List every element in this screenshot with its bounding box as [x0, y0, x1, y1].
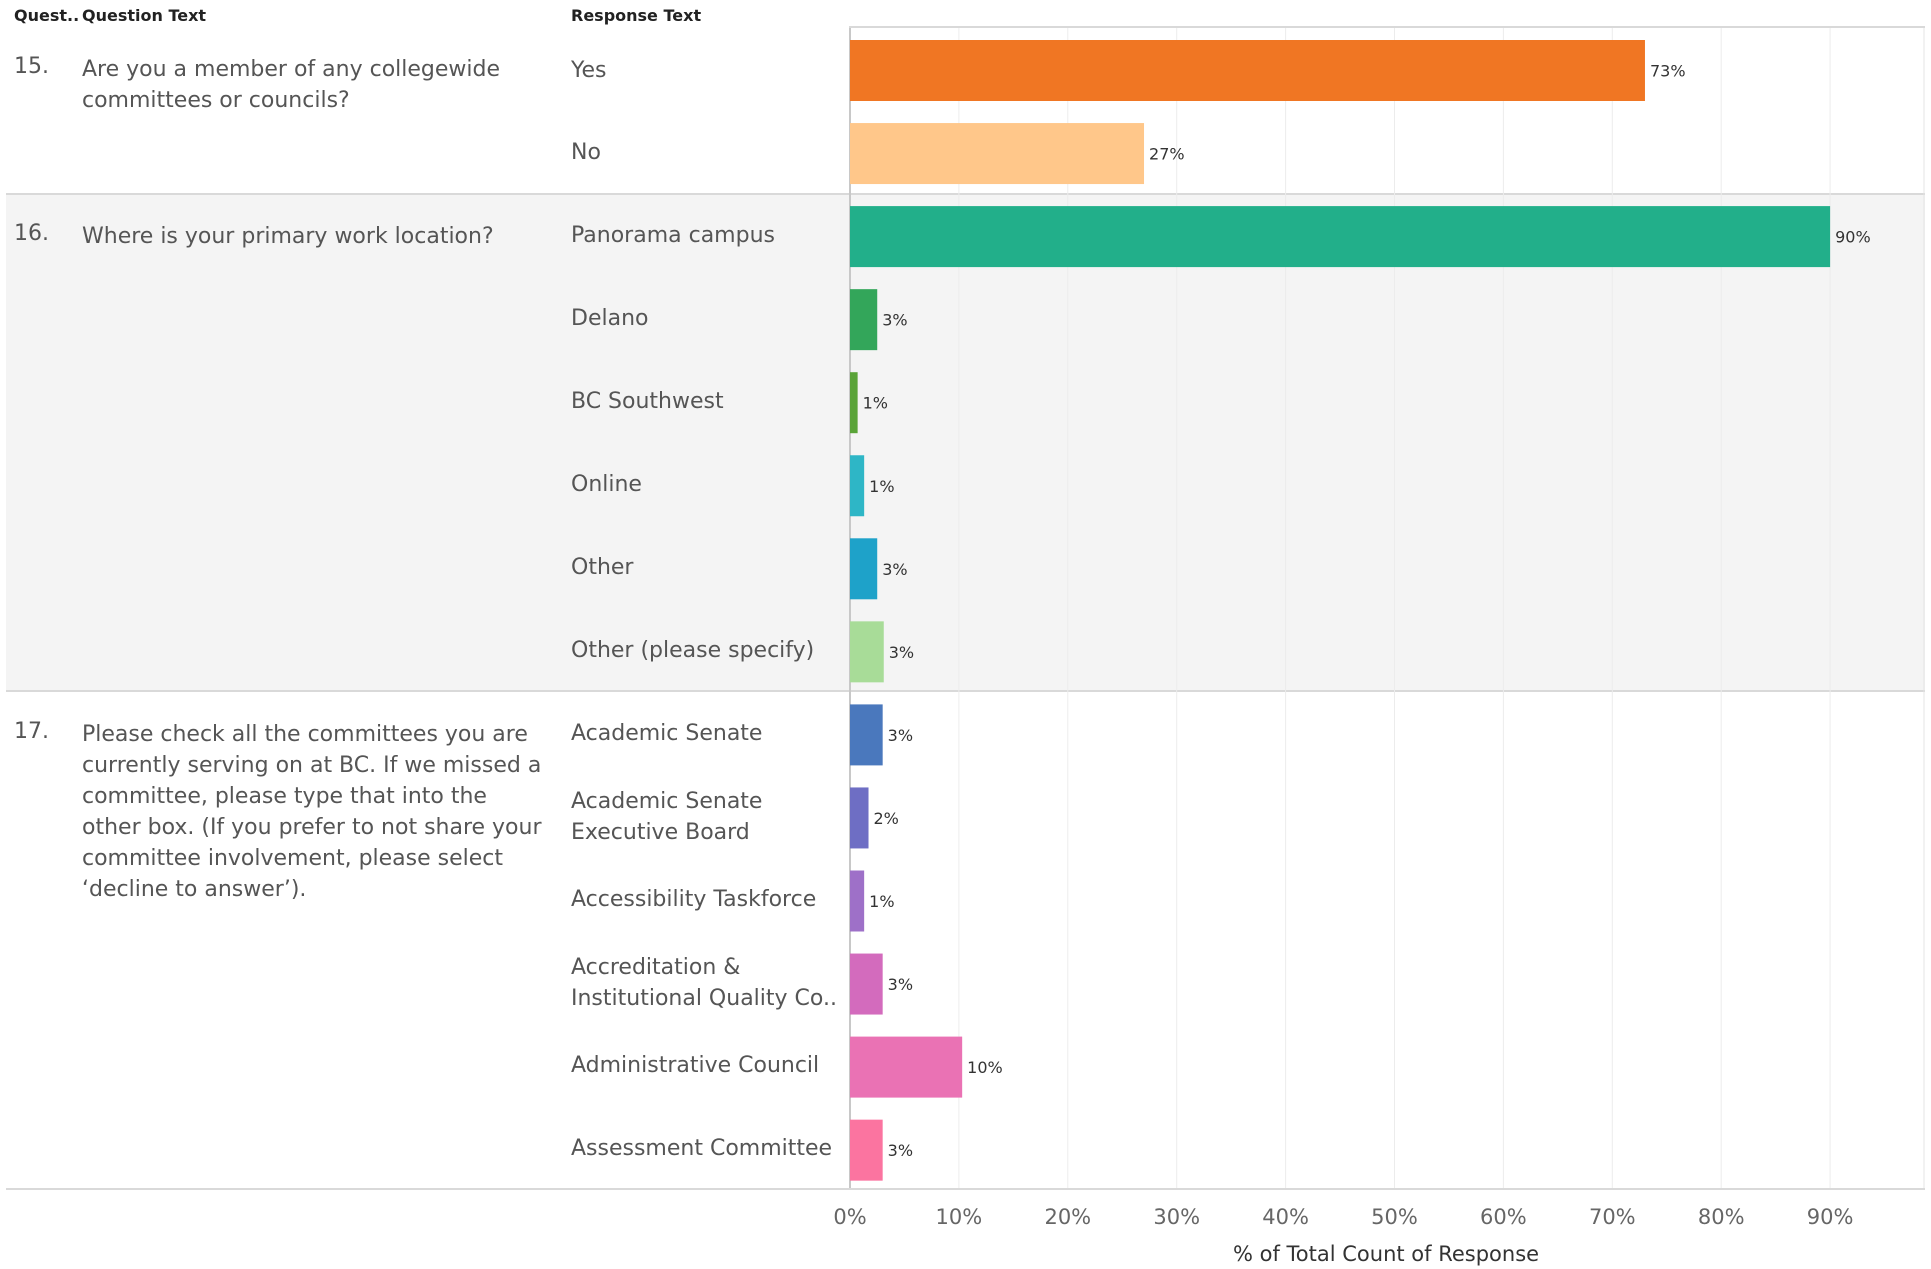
response-label: Online: [571, 472, 642, 497]
bar[interactable]: [850, 1119, 883, 1181]
bar[interactable]: [850, 372, 858, 434]
data-label: 1%: [863, 394, 888, 413]
data-label: 3%: [888, 975, 913, 994]
x-tick-label: 20%: [1044, 1205, 1091, 1229]
header-response-text: Response Text: [571, 6, 702, 25]
response-label: Delano: [571, 306, 649, 331]
response-label: Other: [571, 555, 634, 580]
data-label: 1%: [869, 892, 894, 911]
data-label: 27%: [1149, 145, 1185, 164]
header-question-text: Question Text: [82, 6, 207, 25]
bar[interactable]: [850, 787, 869, 849]
question-number-16: 16.: [14, 221, 49, 246]
x-tick-label: 90%: [1807, 1205, 1854, 1229]
question-text-16: Where is your primary work location?: [82, 224, 494, 249]
x-axis-title: % of Total Count of Response: [1233, 1242, 1540, 1266]
bar[interactable]: [850, 206, 1831, 268]
question-number-17: 17.: [14, 719, 49, 744]
bar[interactable]: [850, 455, 865, 517]
bar[interactable]: [850, 953, 883, 1015]
bottom-axis-line: [6, 1188, 1925, 1190]
response-label: Panorama campus: [571, 223, 775, 248]
bar[interactable]: [850, 1036, 963, 1098]
response-label: Academic Senate Executive Board: [571, 789, 763, 845]
question-text-17: Please check all the committees you are …: [82, 722, 542, 902]
x-tick-label: 60%: [1480, 1205, 1527, 1229]
x-tick-label: 50%: [1371, 1205, 1418, 1229]
data-label: 1%: [869, 477, 894, 496]
x-tick-label: 70%: [1589, 1205, 1636, 1229]
response-label: BC Southwest: [571, 389, 724, 414]
x-tick-label: 10%: [936, 1205, 983, 1229]
data-label: 3%: [888, 726, 913, 745]
response-label: Yes: [571, 58, 607, 83]
response-label: Other (please specify): [571, 638, 815, 663]
bar[interactable]: [850, 538, 878, 600]
top-divider: [849, 26, 1925, 28]
response-label: Administrative Council: [571, 1053, 820, 1078]
response-label: Assessment Committee: [571, 1136, 833, 1161]
bar[interactable]: [850, 621, 884, 683]
question-number-15: 15.: [14, 54, 49, 79]
data-label: 2%: [874, 809, 899, 828]
data-label: 10%: [967, 1058, 1003, 1077]
bar[interactable]: [850, 704, 883, 766]
group-16-background: [6, 194, 1925, 691]
bar[interactable]: [850, 123, 1145, 185]
group-divider-15-16: [6, 193, 1925, 195]
bar[interactable]: [850, 40, 1645, 101]
header-question-num: Quest..: [14, 6, 80, 25]
data-label: 3%: [889, 643, 914, 662]
response-label: Accessibility Taskforce: [571, 887, 817, 912]
bar[interactable]: [850, 870, 865, 932]
response-label: No: [571, 140, 601, 165]
response-label: Academic Senate: [571, 721, 763, 746]
x-tick-label: 80%: [1698, 1205, 1745, 1229]
data-label: 73%: [1650, 62, 1686, 81]
bar[interactable]: [850, 289, 878, 351]
question-text-15: Are you a member of any collegewide comm…: [82, 57, 501, 113]
x-tick-label: 40%: [1262, 1205, 1309, 1229]
group-divider-16-17: [6, 690, 1925, 692]
data-label: 3%: [882, 560, 907, 579]
response-label: Accreditation & Institutional Quality Co…: [571, 955, 837, 1011]
x-tick-label: 0%: [833, 1205, 866, 1229]
data-label: 3%: [888, 1141, 913, 1160]
data-label: 90%: [1835, 228, 1871, 247]
data-label: 3%: [882, 311, 907, 330]
x-tick-label: 30%: [1153, 1205, 1200, 1229]
